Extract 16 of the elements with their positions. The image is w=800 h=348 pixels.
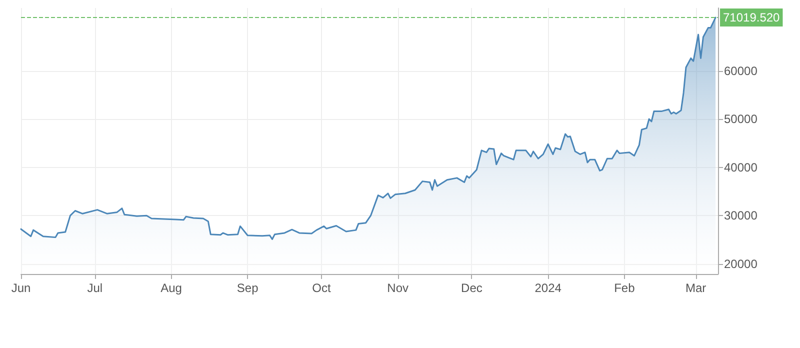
x-tick-label: Oct xyxy=(312,281,332,295)
y-tick-label: 30000 xyxy=(724,208,758,223)
x-tick-label: Feb xyxy=(614,281,636,295)
x-tick-label: Sep xyxy=(236,281,259,295)
x-tick-label: Jul xyxy=(87,281,103,295)
y-tick-label: 60000 xyxy=(724,64,758,78)
x-tick-label: Aug xyxy=(160,281,182,295)
y-tick-label: 40000 xyxy=(724,160,758,174)
y-tick-label: 50000 xyxy=(724,112,758,126)
x-tick-label: Mar xyxy=(686,281,706,295)
x-tick-label: Dec xyxy=(461,281,482,295)
x-tick-label: 2024 xyxy=(534,281,562,295)
ref-line-label: 71019.520 xyxy=(723,10,780,25)
y-tick-label: 20000 xyxy=(724,256,758,271)
x-tick-label: Jun xyxy=(11,281,31,295)
x-tick-label: Nov xyxy=(387,281,408,295)
